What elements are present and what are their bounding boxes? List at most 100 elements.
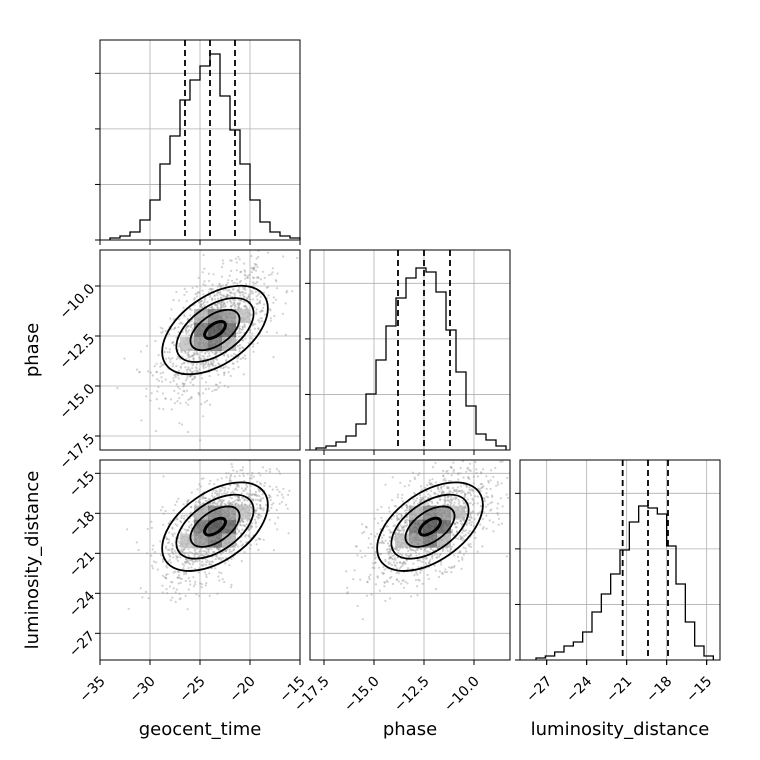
scatter-point — [223, 371, 226, 374]
scatter-point — [471, 488, 475, 492]
scatter-point — [449, 495, 453, 498]
scatter-point — [152, 544, 155, 547]
scatter-point — [453, 522, 456, 526]
scatter-point — [453, 501, 456, 504]
scatter-point — [231, 362, 234, 365]
scatter-point — [458, 490, 461, 493]
scatter-point — [241, 291, 244, 294]
scatter-point — [260, 310, 263, 313]
scatter-point — [499, 460, 502, 463]
scatter-point — [422, 498, 425, 501]
scatter-point — [207, 360, 210, 363]
scatter-point — [239, 520, 242, 523]
scatter-point — [210, 306, 213, 309]
scatter-point — [215, 351, 218, 354]
scatter-point — [268, 468, 271, 471]
scatter-point — [210, 563, 213, 566]
scatter-point — [257, 327, 260, 330]
scatter-point — [214, 298, 217, 301]
scatter-point — [151, 548, 154, 551]
scatter-point — [461, 558, 464, 561]
scatter-point — [230, 497, 233, 500]
scatter-point — [213, 483, 216, 486]
scatter-point — [171, 581, 174, 584]
scatter-point — [442, 484, 446, 488]
scatter-point — [263, 484, 266, 487]
scatter-point — [397, 580, 400, 583]
scatter-point — [229, 496, 232, 499]
scatter-point — [176, 518, 179, 521]
scatter-point — [214, 303, 217, 306]
scatter-point — [449, 466, 452, 469]
scatter-point — [361, 618, 364, 621]
scatter-point — [388, 597, 392, 600]
scatter-point — [401, 553, 404, 557]
scatter-point — [557, 483, 559, 485]
scatter-point — [453, 488, 456, 491]
scatter-point — [271, 488, 274, 491]
scatter-point — [217, 547, 220, 551]
scatter-point — [255, 263, 258, 266]
scatter-point — [167, 522, 170, 525]
scatter-point — [168, 558, 171, 562]
scatter-point — [237, 495, 240, 498]
x-tick-label: −25 — [177, 673, 209, 705]
scatter-point — [228, 503, 231, 506]
scatter-point — [258, 301, 262, 304]
scatter-point — [190, 309, 193, 312]
scatter-point — [197, 500, 200, 504]
ylabel-luminosity-distance: luminosity_distance — [22, 471, 43, 650]
scatter-point — [394, 564, 397, 567]
y-tick-label: −10.0 — [57, 281, 99, 323]
scatter-point — [442, 491, 445, 494]
scatter-point — [387, 548, 390, 551]
scatter-point — [238, 332, 241, 335]
scatter-point — [166, 548, 170, 552]
scatter-point — [196, 547, 199, 550]
scatter-point — [175, 557, 178, 560]
x-tick-label: −10.0 — [441, 673, 483, 715]
scatter-point — [275, 468, 279, 471]
scatter-point — [208, 363, 211, 366]
scatter-point — [206, 364, 209, 367]
scatter-point — [256, 245, 258, 247]
scatter-point — [403, 524, 406, 527]
scatter-point — [433, 564, 436, 567]
scatter-point — [194, 369, 197, 372]
scatter-point — [186, 325, 189, 328]
scatter-point — [468, 477, 471, 480]
scatter-point — [244, 503, 247, 506]
scatter-point — [241, 286, 244, 289]
scatter-point — [159, 326, 162, 329]
scatter-point — [251, 290, 254, 293]
scatter-point — [278, 502, 281, 505]
scatter-point — [390, 556, 393, 559]
scatter-point — [205, 573, 208, 576]
scatter-point — [123, 357, 126, 360]
scatter-point — [415, 497, 419, 500]
scatter-point — [200, 403, 203, 406]
scatter-point — [459, 551, 462, 554]
scatter-point — [224, 486, 227, 490]
scatter-point — [159, 372, 162, 375]
scatter-point — [490, 508, 493, 511]
scatter-point — [171, 357, 174, 360]
scatter-point — [165, 576, 168, 580]
scatter-point — [424, 503, 427, 506]
scatter-point — [381, 536, 384, 539]
scatter-point — [462, 490, 465, 493]
scatter-point — [461, 489, 464, 492]
scatter-point — [221, 578, 224, 581]
scatter-point — [225, 358, 228, 362]
scatter-point — [225, 472, 228, 475]
scatter-point — [220, 303, 223, 306]
scatter-point — [427, 493, 430, 496]
scatter-point — [396, 518, 399, 522]
scatter-point — [450, 474, 453, 477]
scatter-point — [230, 463, 233, 466]
scatter-point — [169, 317, 172, 320]
scatter-point — [197, 552, 200, 555]
scatter-point — [178, 570, 181, 574]
scatter-point — [185, 561, 188, 564]
scatter-point — [176, 524, 179, 527]
